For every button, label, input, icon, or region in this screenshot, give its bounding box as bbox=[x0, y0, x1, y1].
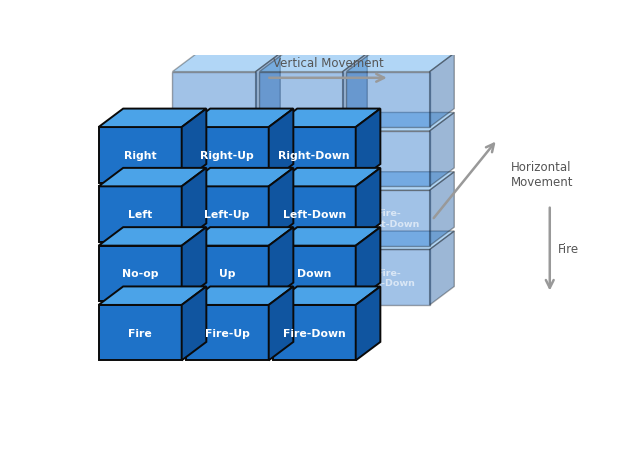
Polygon shape bbox=[342, 232, 367, 305]
Polygon shape bbox=[342, 113, 367, 187]
Text: Horizontal
Movement: Horizontal Movement bbox=[511, 161, 574, 188]
Polygon shape bbox=[255, 232, 280, 305]
Polygon shape bbox=[255, 172, 280, 246]
Polygon shape bbox=[186, 169, 293, 187]
Polygon shape bbox=[259, 73, 342, 128]
Polygon shape bbox=[255, 54, 280, 128]
Polygon shape bbox=[172, 232, 280, 250]
Text: Right-Up: Right-Up bbox=[200, 150, 254, 161]
Polygon shape bbox=[99, 169, 206, 187]
Polygon shape bbox=[186, 128, 269, 183]
Polygon shape bbox=[182, 169, 206, 242]
Text: Down: Down bbox=[297, 269, 332, 279]
Polygon shape bbox=[273, 305, 356, 361]
Polygon shape bbox=[346, 54, 454, 73]
Polygon shape bbox=[342, 172, 367, 246]
Polygon shape bbox=[429, 172, 454, 246]
Polygon shape bbox=[429, 54, 454, 128]
Polygon shape bbox=[259, 54, 367, 73]
Polygon shape bbox=[273, 169, 380, 187]
Polygon shape bbox=[273, 128, 356, 183]
Text: Right: Right bbox=[124, 150, 156, 161]
Polygon shape bbox=[259, 250, 342, 305]
Text: Left-Down: Left-Down bbox=[282, 210, 346, 219]
Polygon shape bbox=[172, 113, 280, 131]
Polygon shape bbox=[186, 187, 269, 242]
Text: Left-Up: Left-Up bbox=[204, 210, 250, 219]
Text: Fire: Fire bbox=[557, 243, 579, 256]
Text: Fire-Up: Fire-Up bbox=[205, 328, 250, 338]
Polygon shape bbox=[273, 246, 356, 301]
Polygon shape bbox=[172, 54, 280, 73]
Text: Vertical Movement: Vertical Movement bbox=[273, 56, 383, 69]
Polygon shape bbox=[99, 305, 182, 361]
Polygon shape bbox=[186, 287, 293, 305]
Polygon shape bbox=[186, 109, 293, 128]
Polygon shape bbox=[346, 172, 454, 191]
Polygon shape bbox=[346, 191, 429, 246]
Text: Fire-Left: Fire-Left bbox=[191, 273, 237, 282]
Polygon shape bbox=[273, 228, 380, 246]
Polygon shape bbox=[269, 228, 293, 301]
Polygon shape bbox=[99, 287, 206, 305]
Polygon shape bbox=[172, 191, 255, 246]
Polygon shape bbox=[273, 287, 380, 305]
Text: Left: Left bbox=[128, 210, 152, 219]
Polygon shape bbox=[356, 287, 380, 361]
Polygon shape bbox=[259, 232, 367, 250]
Polygon shape bbox=[346, 131, 429, 187]
Text: Fire-
Right-Down: Fire- Right-Down bbox=[357, 209, 419, 228]
Text: Fire: Fire bbox=[128, 328, 152, 338]
Polygon shape bbox=[259, 172, 367, 191]
Text: Fire-
Left-Down: Fire- Left-Down bbox=[360, 268, 415, 287]
Polygon shape bbox=[356, 109, 380, 183]
Polygon shape bbox=[99, 128, 182, 183]
Text: Fire-
Left-Up: Fire- Left-Up bbox=[282, 268, 321, 287]
Polygon shape bbox=[99, 109, 206, 128]
Text: Right-Down: Right-Down bbox=[278, 150, 350, 161]
Text: Fire-Down: Fire-Down bbox=[283, 328, 346, 338]
Polygon shape bbox=[342, 54, 367, 128]
Polygon shape bbox=[99, 246, 182, 301]
Polygon shape bbox=[273, 109, 380, 128]
Polygon shape bbox=[346, 250, 429, 305]
Polygon shape bbox=[346, 113, 454, 131]
Polygon shape bbox=[269, 287, 293, 361]
Text: No-op: No-op bbox=[122, 269, 158, 279]
Polygon shape bbox=[259, 131, 342, 187]
Polygon shape bbox=[186, 228, 293, 246]
Polygon shape bbox=[186, 246, 269, 301]
Polygon shape bbox=[346, 232, 454, 250]
Polygon shape bbox=[172, 73, 255, 128]
Polygon shape bbox=[259, 113, 367, 131]
Polygon shape bbox=[172, 172, 280, 191]
Polygon shape bbox=[356, 169, 380, 242]
Polygon shape bbox=[186, 305, 269, 361]
Text: Up: Up bbox=[219, 269, 236, 279]
Polygon shape bbox=[99, 187, 182, 242]
Polygon shape bbox=[356, 228, 380, 301]
Polygon shape bbox=[172, 250, 255, 305]
Polygon shape bbox=[346, 73, 429, 128]
Polygon shape bbox=[269, 169, 293, 242]
Polygon shape bbox=[182, 109, 206, 183]
Polygon shape bbox=[259, 191, 342, 246]
Polygon shape bbox=[255, 113, 280, 187]
Polygon shape bbox=[172, 131, 255, 187]
Polygon shape bbox=[182, 228, 206, 301]
Polygon shape bbox=[273, 187, 356, 242]
Polygon shape bbox=[99, 228, 206, 246]
Polygon shape bbox=[182, 287, 206, 361]
Polygon shape bbox=[429, 113, 454, 187]
Polygon shape bbox=[429, 232, 454, 305]
Polygon shape bbox=[269, 109, 293, 183]
